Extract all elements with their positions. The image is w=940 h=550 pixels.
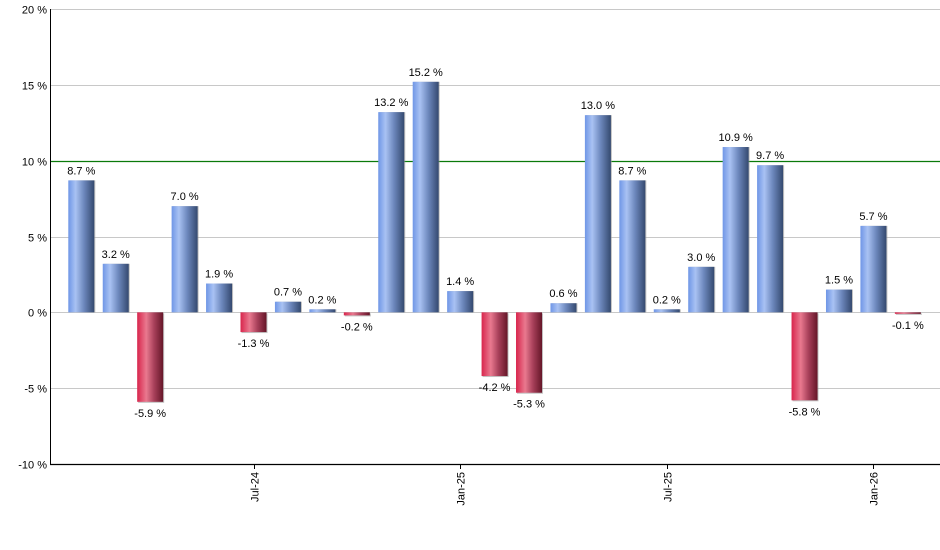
bar-value-label: 10.9 % [719,132,753,144]
bar-value-label: 0.6 % [549,288,577,300]
x-tick-label: Jul-25 [663,472,675,502]
y-tick-label: 20 % [22,5,47,17]
bar-value-label: 0.7 % [274,287,302,299]
bar-value-label: 15.2 % [409,67,443,79]
data-labels: 8.7 % 3.2 % -5.9 % 7.0 % 1.9 % -1.3 % 0.7 % 0.2… [67,67,924,420]
bar-Jan-25 [447,291,474,313]
bar-Feb-25 [481,312,508,377]
x-tick-label: Jul-24 [250,472,262,502]
bar-Jul-25 [653,309,680,313]
bar-Mar-24 [102,263,129,313]
bar-value-label: -4.2 % [479,382,511,394]
bar-May-24 [171,206,198,313]
bar-value-label: 7.0 % [171,191,199,203]
y-tick-label: 10 % [22,157,47,169]
bar-Jan-26 [860,225,887,313]
bar-value-label: -0.1 % [892,320,924,332]
bars [68,81,922,403]
bar-Nov-25 [791,312,818,401]
bar-value-label: 1.9 % [205,269,233,281]
y-tick-label: 5 % [28,233,47,245]
bar-value-label: 0.2 % [653,294,681,306]
bar-value-label: 9.7 % [756,150,784,162]
y-tick-label: -10 % [18,460,47,472]
bar-value-label: 8.7 % [618,165,646,177]
bar-Apr-25 [550,303,577,313]
bar-Aug-24 [274,301,301,313]
bar-value-label: -5.9 % [134,408,166,420]
bar-Dec-24 [412,81,439,313]
bar-Oct-25 [757,165,784,313]
bar-value-label: 3.0 % [687,252,715,264]
x-tick-label: Jan-25 [456,472,468,506]
bar-value-label: 1.5 % [825,275,853,287]
bar-Apr-24 [137,312,164,402]
y-axis-ticks: -10 % -5 % 0 % 5 % 10 % 15 % 20 % [18,5,47,472]
bar-Feb-26 [894,312,921,314]
bar-shadow [895,313,922,315]
x-tick-label: Jan-26 [869,472,881,506]
bar-Aug-25 [688,266,715,313]
bar-value-label: 13.0 % [581,100,615,112]
bar-Feb-24 [68,180,95,313]
bar-Mar-25 [516,312,543,393]
bar-value-label: -1.3 % [238,338,270,350]
bar-value-label: -5.8 % [789,406,821,418]
bar-Dec-25 [825,289,852,313]
bar-Sep-25 [722,147,749,313]
bar-value-label: -5.3 % [513,399,545,411]
bar-Oct-24 [343,312,370,316]
bar-value-label: 8.7 % [67,165,95,177]
bar-value-label: 5.7 % [859,211,887,223]
bar-Jun-24 [206,283,233,313]
axes [50,9,940,466]
x-axis-ticks: Jul-24 Jan-25 Jul-25 Jan-26 [250,464,881,506]
y-tick-label: -5 % [24,384,47,396]
bar-Sep-24 [309,309,336,313]
bar-Jul-24 [240,312,267,333]
bar-Jun-25 [619,180,646,313]
y-tick-label: 15 % [22,81,47,93]
bar-value-label: 0.2 % [308,294,336,306]
bar-value-label: -0.2 % [341,321,373,333]
y-tick-label: 0 % [28,308,47,320]
bar-value-label: 13.2 % [374,97,408,109]
bar-May-25 [584,115,611,313]
bar-Nov-24 [378,112,405,313]
bar-value-label: 1.4 % [446,276,474,288]
bar-value-label: 3.2 % [102,249,130,261]
